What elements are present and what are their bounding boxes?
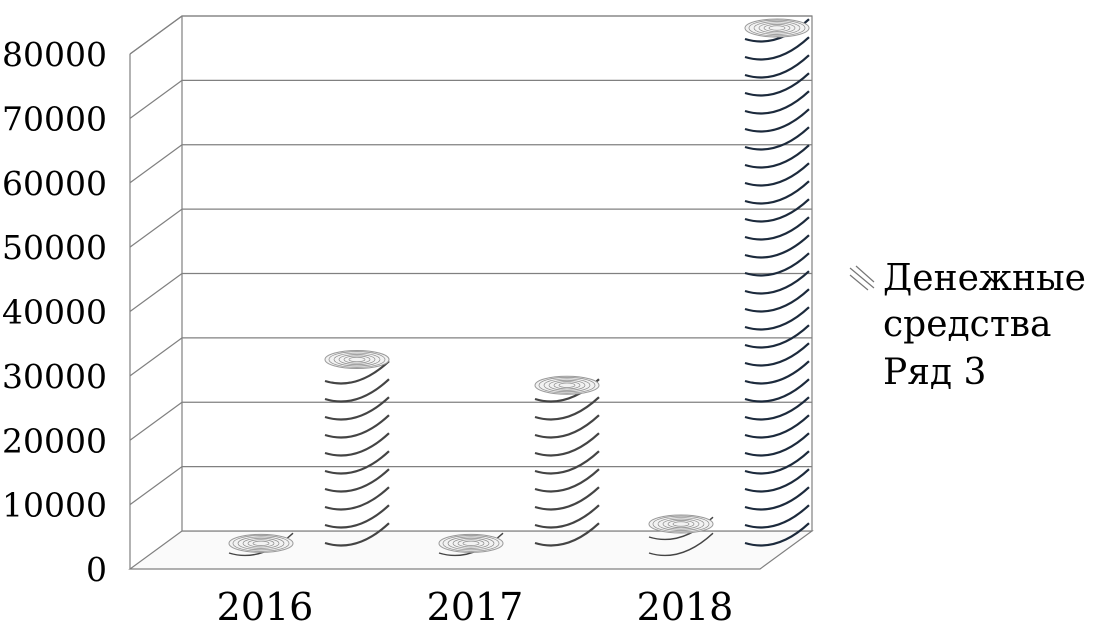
bar-2018-1 — [648, 514, 714, 557]
y-axis: 0 10000 20000 30000 40000 50000 60000 70000 8000… — [2, 35, 107, 589]
bar-2016-1 — [228, 532, 294, 557]
y-tick-label: 80000 — [2, 35, 107, 74]
y-tick-label: 30000 — [2, 357, 107, 396]
bar-2018-2 — [744, 18, 810, 547]
bar-2016-2 — [324, 350, 390, 547]
x-tick-label: 2017 — [427, 585, 524, 626]
gridline-side — [129, 337, 183, 377]
legend-entry-2: средства — [883, 304, 1052, 345]
y-tick-label: 0 — [86, 550, 107, 589]
legend-entry-3: Ряд 3 — [883, 352, 986, 393]
gridline-side — [129, 15, 183, 55]
bars — [228, 18, 810, 557]
x-tick-label: 2018 — [637, 585, 734, 626]
gridline-side — [129, 208, 183, 248]
y-tick-label: 40000 — [2, 293, 107, 332]
y-tick-label: 70000 — [2, 99, 107, 138]
y-tick-label: 60000 — [2, 164, 107, 203]
legend-entry-1: Денежные — [883, 258, 1086, 299]
gridline-side — [129, 79, 183, 119]
gridline-side — [129, 273, 183, 312]
legend: Денежные средства Ряд 3 — [849, 258, 1086, 393]
legend-marker-icon — [849, 265, 875, 291]
gridline-side — [129, 144, 183, 184]
gridline-side — [129, 401, 183, 441]
x-tick-label: 2016 — [217, 585, 314, 626]
bar-2017-1 — [438, 532, 504, 557]
chart-frame — [128, 15, 814, 570]
gridline-side — [129, 466, 183, 506]
y-tick-label: 10000 — [2, 486, 107, 525]
y-tick-label: 20000 — [2, 421, 107, 460]
x-axis: 2016 2017 2018 — [217, 585, 734, 626]
y-tick-label: 50000 — [2, 228, 107, 267]
bar-2017-2 — [534, 375, 600, 547]
